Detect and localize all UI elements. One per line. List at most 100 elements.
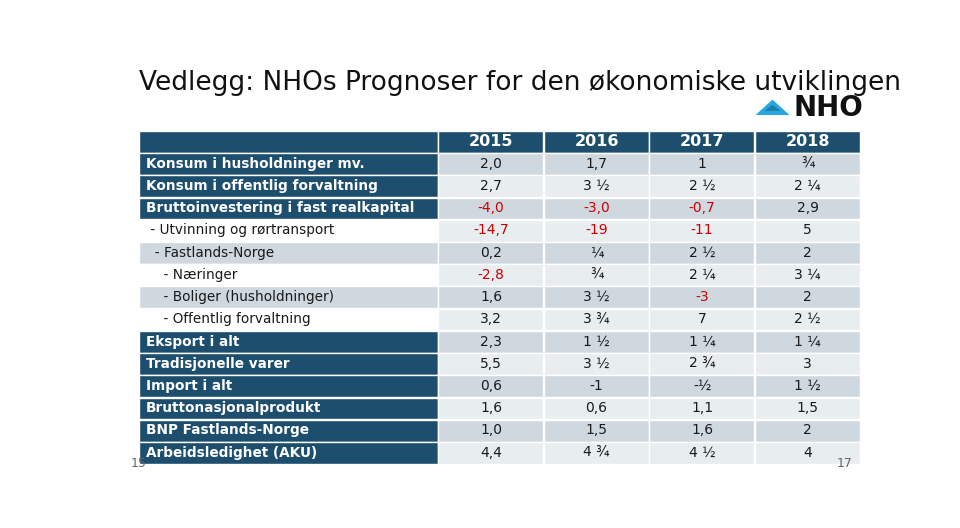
Bar <box>138 442 438 464</box>
Bar <box>544 153 649 175</box>
Text: 1 ¼: 1 ¼ <box>688 335 715 348</box>
Text: -14,7: -14,7 <box>473 223 509 238</box>
Text: 2017: 2017 <box>680 134 725 149</box>
Bar <box>439 264 543 286</box>
Polygon shape <box>756 100 789 115</box>
Bar <box>755 309 859 331</box>
Bar <box>544 442 649 464</box>
Bar <box>544 420 649 441</box>
Bar <box>755 153 859 175</box>
Text: ¾: ¾ <box>801 157 814 171</box>
Text: 3 ¼: 3 ¼ <box>794 268 821 282</box>
Bar <box>138 264 438 286</box>
Bar <box>544 309 649 331</box>
Bar <box>755 242 859 264</box>
Bar <box>649 175 754 197</box>
Bar <box>544 197 649 219</box>
Bar <box>544 175 649 197</box>
Bar <box>138 220 438 242</box>
Bar <box>439 220 543 242</box>
Bar <box>439 353 543 375</box>
Bar <box>649 442 754 464</box>
Bar <box>544 286 649 308</box>
Text: 3 ¾: 3 ¾ <box>584 313 610 326</box>
Text: 2,0: 2,0 <box>480 157 502 171</box>
Bar <box>138 309 438 331</box>
Text: 17: 17 <box>837 457 852 470</box>
Bar <box>439 131 543 153</box>
Text: Bruttoinvestering i fast realkapital: Bruttoinvestering i fast realkapital <box>146 201 415 215</box>
Bar <box>138 398 438 419</box>
Text: Import i alt: Import i alt <box>146 379 232 393</box>
Text: -½: -½ <box>693 379 711 393</box>
Bar <box>649 420 754 441</box>
Text: 3 ½: 3 ½ <box>584 179 610 193</box>
Bar <box>544 353 649 375</box>
Text: - Boliger (husholdninger): - Boliger (husholdninger) <box>146 290 334 304</box>
Bar <box>439 286 543 308</box>
Bar <box>649 220 754 242</box>
Text: 4 ¾: 4 ¾ <box>584 446 610 460</box>
Text: ¼: ¼ <box>589 246 603 260</box>
Text: 2: 2 <box>804 246 812 260</box>
Bar <box>439 197 543 219</box>
Bar <box>138 175 438 197</box>
Bar <box>755 286 859 308</box>
Text: -0,7: -0,7 <box>688 201 715 215</box>
Text: - Offentlig forvaltning: - Offentlig forvaltning <box>146 313 311 326</box>
Polygon shape <box>764 105 780 111</box>
Text: -2,8: -2,8 <box>478 268 505 282</box>
Text: -19: -19 <box>586 223 608 238</box>
Bar <box>138 375 438 397</box>
Bar <box>439 309 543 331</box>
Bar <box>544 331 649 353</box>
Text: -1: -1 <box>589 379 604 393</box>
Bar <box>439 331 543 353</box>
Text: -11: -11 <box>691 223 713 238</box>
Bar <box>755 398 859 419</box>
Bar <box>544 242 649 264</box>
Bar <box>439 153 543 175</box>
Text: ¾: ¾ <box>589 268 603 282</box>
Bar <box>138 197 438 219</box>
Text: 5,5: 5,5 <box>480 357 502 371</box>
Text: 1,6: 1,6 <box>480 401 502 415</box>
Text: 3 ½: 3 ½ <box>584 290 610 304</box>
Bar <box>138 153 438 175</box>
Text: 2 ½: 2 ½ <box>688 179 715 193</box>
Bar <box>544 264 649 286</box>
Text: 1: 1 <box>698 157 707 171</box>
Text: 1 ½: 1 ½ <box>584 335 610 348</box>
Bar <box>755 175 859 197</box>
Text: 7: 7 <box>698 313 707 326</box>
Bar <box>544 220 649 242</box>
Bar <box>649 264 754 286</box>
Text: Bruttonasjonalprodukt: Bruttonasjonalprodukt <box>146 401 322 415</box>
Bar <box>138 286 438 308</box>
Bar <box>544 375 649 397</box>
Bar <box>138 420 438 441</box>
Text: 2 ¾: 2 ¾ <box>688 357 715 371</box>
Text: Eksport i alt: Eksport i alt <box>146 335 239 348</box>
Text: - Utvinning og rørtransport: - Utvinning og rørtransport <box>146 223 334 238</box>
Bar <box>755 131 859 153</box>
Text: 2,7: 2,7 <box>480 179 502 193</box>
Bar <box>138 131 438 153</box>
Text: 4,4: 4,4 <box>480 446 502 460</box>
Bar <box>649 309 754 331</box>
Text: 1,0: 1,0 <box>480 423 502 438</box>
Bar <box>544 131 649 153</box>
Text: 0,6: 0,6 <box>586 401 608 415</box>
Bar <box>755 264 859 286</box>
Bar <box>138 242 438 264</box>
Text: - Næringer: - Næringer <box>146 268 237 282</box>
Bar <box>755 331 859 353</box>
Bar <box>649 242 754 264</box>
Text: 1,6: 1,6 <box>480 290 502 304</box>
Bar <box>544 398 649 419</box>
Bar <box>439 375 543 397</box>
Text: BNP Fastlands-Norge: BNP Fastlands-Norge <box>146 423 309 438</box>
Text: 2 ¼: 2 ¼ <box>688 268 715 282</box>
Text: 2 ¼: 2 ¼ <box>794 179 821 193</box>
Text: Arbeidsledighet (AKU): Arbeidsledighet (AKU) <box>146 446 317 460</box>
